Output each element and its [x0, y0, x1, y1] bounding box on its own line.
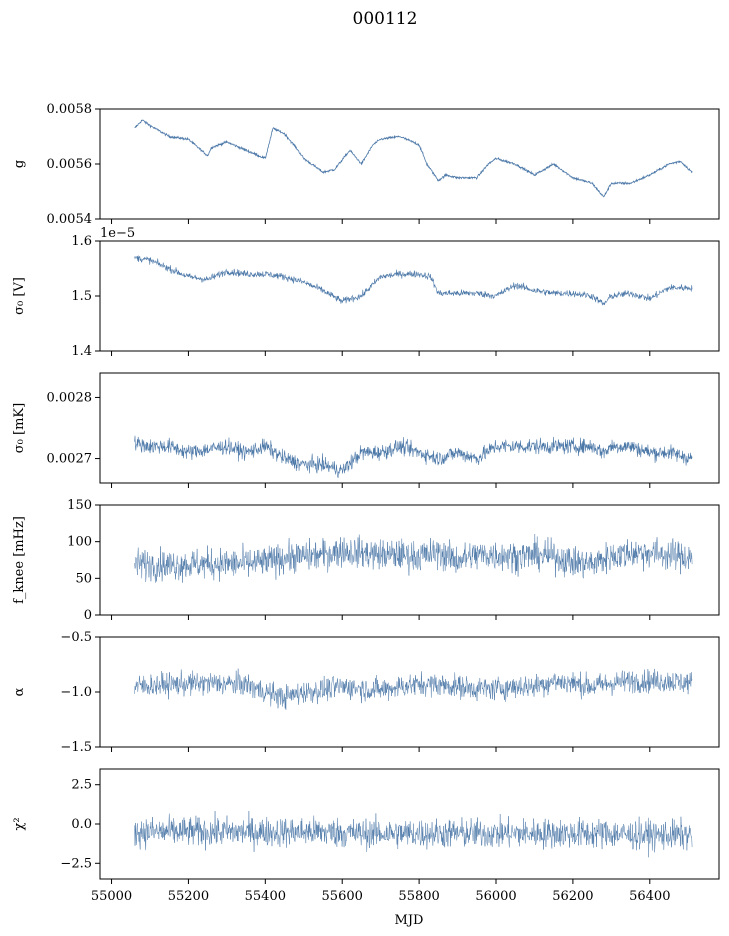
y-axis-label-5: α	[12, 687, 27, 696]
panel-1: 0.0054 0.0056 0.0058 g	[12, 102, 720, 227]
panel-5: −1.5 −1.0 −0.5 α	[12, 630, 720, 755]
y-axis-label-4: f_knee [mHz]	[12, 516, 27, 604]
y-axis-label-1: g	[12, 160, 27, 168]
x-tick-label-1: 55200	[168, 889, 209, 904]
y-tick-label-5-2: −0.5	[60, 630, 92, 645]
panel-4: 0 50 100 150 f_knee [mHz]	[12, 498, 720, 623]
y-tick-label-3-0: 0.0027	[47, 452, 93, 467]
y-axis-label-2: σ₀ [V]	[12, 277, 27, 315]
series-line-2	[134, 255, 693, 306]
y-tick-label-4-3: 150	[67, 498, 92, 513]
y-tick-label-2-0: 1.4	[71, 344, 92, 359]
y-tick-label-4-1: 50	[75, 571, 92, 586]
series-line-5	[134, 668, 693, 710]
panel-2: 1.4 1.5 1.6 1e−5 σ₀ [V]	[12, 226, 720, 359]
x-tick-label-6: 56200	[552, 889, 593, 904]
y-tick-label-1-0: 0.0054	[47, 212, 93, 227]
y-axis-label-3: σ₀ [mK]	[12, 403, 27, 453]
series-line-6	[134, 810, 693, 858]
y-tick-label-6-0: −2.5	[60, 856, 92, 871]
y-tick-label-1-1: 0.0056	[47, 157, 93, 172]
panel-3: 0.0027 0.0028 σ₀ [mK]	[12, 372, 720, 488]
y-tick-label-2-1: 1.5	[71, 289, 92, 304]
y-axis-label-6: χ²	[12, 817, 27, 830]
axes-frame-5	[99, 636, 720, 748]
panel-6: −2.5 0.0 2.5 55000 55200 55400 55600 55800 56000…	[12, 768, 720, 904]
axes-frame-2	[99, 240, 720, 352]
series-line-4	[134, 533, 693, 583]
series-line-1	[134, 119, 693, 198]
x-tick-label-4: 55800	[398, 889, 439, 904]
axes-frame-3	[99, 372, 720, 484]
y-tick-label-4-2: 100	[67, 535, 92, 550]
figure-title: 000112	[353, 9, 418, 29]
x-tick-label-0: 55000	[91, 889, 132, 904]
x-tick-label-7: 56400	[629, 889, 670, 904]
axes-frame-6	[99, 768, 720, 880]
y-tick-label-6-2: 2.5	[71, 778, 92, 793]
offset-text-2: 1e−5	[100, 226, 135, 241]
x-tick-label-3: 55600	[322, 889, 363, 904]
x-axis-label: MJD	[395, 913, 424, 928]
axes-frame-1	[99, 108, 720, 220]
x-tick-label-5: 56000	[475, 889, 516, 904]
axes-frame-4	[99, 504, 720, 616]
y-tick-label-4-0: 0	[84, 608, 92, 623]
series-line-3	[134, 435, 693, 478]
y-tick-label-2-2: 1.6	[71, 234, 92, 249]
y-tick-label-6-1: 0.0	[71, 817, 92, 832]
y-tick-label-5-1: −1.0	[60, 685, 92, 700]
y-tick-label-1-2: 0.0058	[47, 102, 93, 117]
panels-group: 0.0054 0.0056 0.0058 g 1.4 1.5 1.6 1e−5 σ₀ [V] 0.…	[12, 102, 720, 904]
x-tick-label-2: 55400	[245, 889, 286, 904]
y-tick-label-3-1: 0.0028	[47, 390, 93, 405]
y-tick-label-5-0: −1.5	[60, 740, 92, 755]
